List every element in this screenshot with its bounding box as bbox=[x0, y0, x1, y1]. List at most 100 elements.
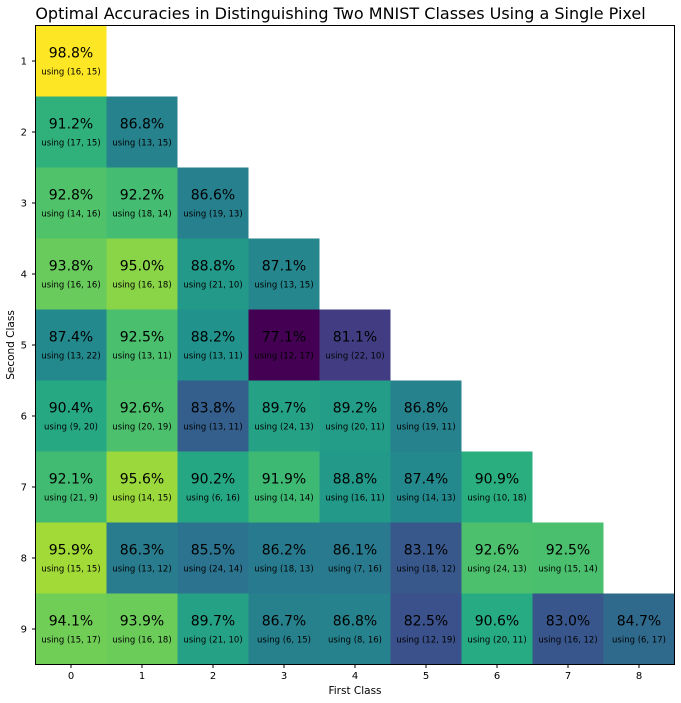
cell-accuracy-label: 88.8% bbox=[191, 259, 235, 275]
y-tick-label: 4 bbox=[21, 270, 27, 281]
heatmap-cell: 85.5% using (24, 14) bbox=[177, 522, 249, 594]
cell-pixel-label: using (16, 18) bbox=[112, 281, 171, 291]
cell-accuracy-label: 95.6% bbox=[120, 472, 164, 488]
cell-pixel-label: using (13, 22) bbox=[41, 352, 100, 362]
heatmap-cell-fill bbox=[35, 522, 107, 594]
heatmap-cell-fill bbox=[248, 451, 320, 523]
cell-accuracy-label: 86.8% bbox=[333, 614, 377, 630]
heatmap-cell: 87.1% using (13, 15) bbox=[248, 238, 320, 310]
y-tick-label: 7 bbox=[21, 483, 27, 494]
heatmap-cell-fill bbox=[461, 451, 533, 523]
heatmap-cell: 88.8% using (16, 11) bbox=[319, 451, 391, 523]
cell-pixel-label: using (16, 12) bbox=[538, 636, 597, 646]
y-tick-label: 1 bbox=[21, 57, 27, 68]
cell-pixel-label: using (21, 10) bbox=[183, 636, 242, 646]
heatmap-cell-fill bbox=[35, 238, 107, 310]
heatmap-cell: 86.2% using (18, 13) bbox=[248, 522, 320, 594]
heatmap-cell-fill bbox=[35, 309, 107, 381]
cell-pixel-label: using (16, 15) bbox=[41, 68, 100, 78]
heatmap-cell-fill bbox=[106, 238, 178, 310]
x-tick-label: 1 bbox=[139, 671, 145, 682]
cell-accuracy-label: 95.0% bbox=[120, 259, 164, 275]
cell-pixel-label: using (16, 11) bbox=[325, 494, 384, 504]
cell-accuracy-label: 94.1% bbox=[49, 614, 93, 630]
cell-pixel-label: using (15, 17) bbox=[41, 636, 100, 646]
heatmap-cell: 86.8% using (8, 16) bbox=[319, 593, 391, 665]
cell-pixel-label: using (20, 11) bbox=[325, 423, 384, 433]
heatmap-cell: 86.3% using (13, 12) bbox=[106, 522, 178, 594]
cell-pixel-label: using (24, 14) bbox=[183, 565, 242, 575]
x-tick-label: 2 bbox=[210, 671, 216, 682]
heatmap-cell-fill bbox=[106, 167, 178, 239]
heatmap-cell-fill bbox=[106, 96, 178, 168]
cell-accuracy-label: 84.7% bbox=[617, 614, 661, 630]
cell-accuracy-label: 83.0% bbox=[546, 614, 590, 630]
cell-pixel-label: using (22, 10) bbox=[325, 352, 384, 362]
x-tick-label: 8 bbox=[636, 671, 642, 682]
cell-pixel-label: using (9, 20) bbox=[44, 423, 98, 433]
cell-accuracy-label: 92.5% bbox=[546, 543, 590, 559]
cell-pixel-label: using (6, 15) bbox=[257, 636, 311, 646]
heatmap-cell: 92.6% using (24, 13) bbox=[461, 522, 533, 594]
heatmap-cell-fill bbox=[248, 309, 320, 381]
heatmap-cell-fill bbox=[390, 593, 462, 665]
cell-accuracy-label: 83.1% bbox=[404, 543, 448, 559]
heatmap-cell: 87.4% using (13, 22) bbox=[35, 309, 107, 381]
heatmap-cell-fill bbox=[319, 522, 391, 594]
cell-pixel-label: using (15, 15) bbox=[41, 565, 100, 575]
y-axis-ticks: 1 2 3 4 5 6 7 8 9 bbox=[21, 57, 36, 636]
y-axis-label: Second Class bbox=[5, 310, 17, 380]
cell-pixel-label: using (8, 16) bbox=[328, 636, 382, 646]
y-tick-label: 8 bbox=[21, 554, 27, 565]
heatmap-cell-fill bbox=[106, 593, 178, 665]
heatmap-cell-fill bbox=[248, 380, 320, 452]
heatmap-cell-fill bbox=[106, 309, 178, 381]
heatmap-cell: 95.9% using (15, 15) bbox=[35, 522, 107, 594]
heatmap-cell-fill bbox=[248, 593, 320, 665]
cell-accuracy-label: 89.7% bbox=[191, 614, 235, 630]
cell-pixel-label: using (21, 9) bbox=[44, 494, 98, 504]
cell-accuracy-label: 92.6% bbox=[120, 401, 164, 417]
heatmap-cell-fill bbox=[177, 593, 249, 665]
cell-accuracy-label: 85.5% bbox=[191, 543, 235, 559]
cell-pixel-label: using (13, 11) bbox=[112, 352, 171, 362]
cell-accuracy-label: 91.2% bbox=[49, 117, 93, 133]
heatmap-cell: 92.8% using (14, 16) bbox=[35, 167, 107, 239]
y-tick-label: 2 bbox=[21, 128, 27, 139]
heatmap-cell: 86.1% using (7, 16) bbox=[319, 522, 391, 594]
cell-accuracy-label: 93.9% bbox=[120, 614, 164, 630]
heatmap-cell-fill bbox=[603, 593, 675, 665]
heatmap-cells: 98.8% using (16, 15) 91.2% using (17, 15) 86… bbox=[35, 25, 675, 665]
heatmap-cell-fill bbox=[461, 593, 533, 665]
heatmap-cell-fill bbox=[177, 522, 249, 594]
heatmap-cell: 88.2% using (13, 11) bbox=[177, 309, 249, 381]
cell-accuracy-label: 89.7% bbox=[262, 401, 306, 417]
heatmap-cell: 83.8% using (13, 11) bbox=[177, 380, 249, 452]
heatmap-cell: 90.6% using (20, 11) bbox=[461, 593, 533, 665]
heatmap-cell: 92.5% using (15, 14) bbox=[532, 522, 604, 594]
heatmap-cell: 83.0% using (16, 12) bbox=[532, 593, 604, 665]
x-tick-label: 0 bbox=[68, 671, 74, 682]
cell-pixel-label: using (24, 13) bbox=[467, 565, 526, 575]
y-tick-label: 5 bbox=[21, 341, 27, 352]
cell-pixel-label: using (13, 11) bbox=[183, 423, 242, 433]
cell-pixel-label: using (6, 16) bbox=[186, 494, 240, 504]
heatmap-cell-fill bbox=[35, 593, 107, 665]
cell-accuracy-label: 88.8% bbox=[333, 472, 377, 488]
chart-title: Optimal Accuracies in Distinguishing Two… bbox=[35, 4, 646, 23]
cell-pixel-label: using (14, 14) bbox=[254, 494, 313, 504]
heatmap-cell-fill bbox=[390, 522, 462, 594]
heatmap-cell: 90.2% using (6, 16) bbox=[177, 451, 249, 523]
cell-pixel-label: using (12, 17) bbox=[254, 352, 313, 362]
heatmap-cell-fill bbox=[319, 380, 391, 452]
heatmap-cell: 86.8% using (19, 11) bbox=[390, 380, 462, 452]
cell-pixel-label: using (21, 10) bbox=[183, 281, 242, 291]
cell-accuracy-label: 90.4% bbox=[49, 401, 93, 417]
heatmap-cell-fill bbox=[35, 380, 107, 452]
heatmap-cell: 91.9% using (14, 14) bbox=[248, 451, 320, 523]
cell-accuracy-label: 86.2% bbox=[262, 543, 306, 559]
cell-pixel-label: using (15, 14) bbox=[538, 565, 597, 575]
cell-accuracy-label: 87.1% bbox=[262, 259, 306, 275]
heatmap-cell: 87.4% using (14, 13) bbox=[390, 451, 462, 523]
